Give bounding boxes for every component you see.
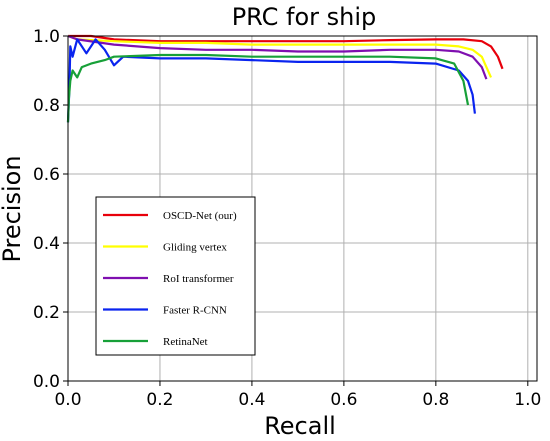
legend-items: OSCD-Net (our) Gliding vertex RoI transfor… [103, 210, 237, 348]
y-tick-label: 0.4 [33, 234, 60, 254]
legend-label: RetinaNet [163, 336, 208, 348]
x-tick-label: 0.4 [238, 390, 265, 410]
x-axis-label: Recall [264, 412, 336, 440]
x-tick-label: 0.8 [422, 390, 449, 410]
y-tick-label: 0.2 [33, 303, 60, 323]
legend-label: RoI transformer [163, 273, 234, 285]
y-tick-label: 0.6 [33, 165, 60, 185]
y-tick-label: 0.0 [33, 372, 60, 392]
y-axis-label: Precision [0, 155, 26, 262]
legend-box [95, 196, 256, 356]
plot-frame [67, 35, 538, 382]
legend-label: OSCD-Net (our) [163, 210, 237, 222]
chart-title: PRC for ship [232, 3, 377, 31]
x-tick-label: 0.2 [146, 390, 173, 410]
y-tick-label: 0.8 [33, 96, 60, 116]
x-tick-label: 1.0 [514, 390, 541, 410]
x-tick-label: 0.6 [330, 390, 357, 410]
x-tick-label: 0.0 [54, 390, 81, 410]
legend: OSCD-Net (our) Gliding vertex RoI transfor… [95, 196, 256, 356]
series-line-gliding-vertex [67, 34, 493, 78]
series-lines [66, 34, 504, 123]
y-tick-label: 1.0 [33, 27, 60, 47]
axis-ticks: 0.0 0.2 0.4 0.6 0.8 1.0 0.0 0.2 0.4 0.6 0.8 1.0 [33, 27, 541, 410]
series-line-roi-transformer [67, 34, 488, 80]
series-line-retinanet [66, 53, 470, 123]
series-line-faster-r-cnn [66, 38, 476, 123]
legend-label: Gliding vertex [163, 242, 227, 254]
legend-label: Faster R-CNN [163, 305, 227, 317]
